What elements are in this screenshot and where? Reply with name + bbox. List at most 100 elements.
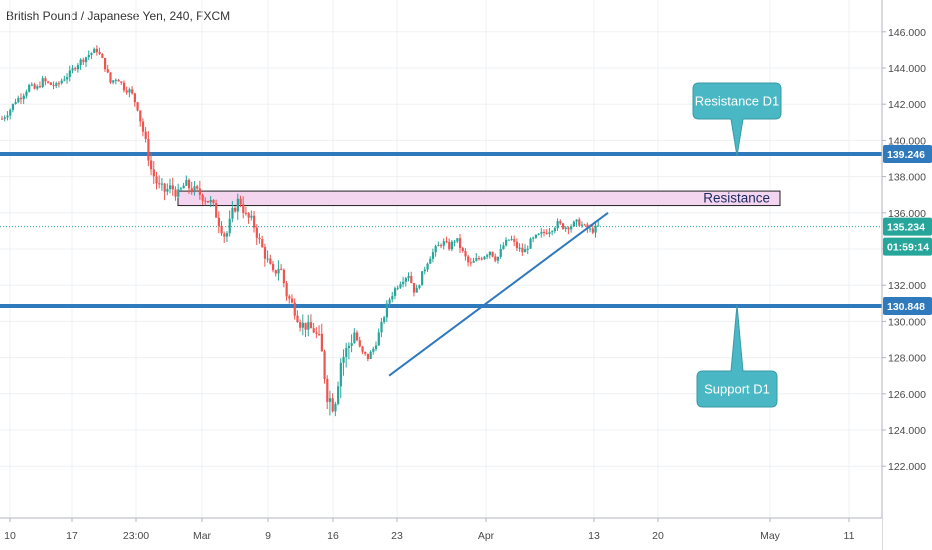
candle-body xyxy=(57,83,61,85)
candle-body xyxy=(255,227,258,238)
candle-body xyxy=(71,68,74,71)
candle-body xyxy=(426,263,429,270)
candle-body xyxy=(85,57,88,63)
candle-body xyxy=(429,258,432,264)
candle-body xyxy=(448,242,451,250)
candle-body xyxy=(564,227,567,229)
candle-body xyxy=(415,287,418,293)
candle-body xyxy=(353,332,356,344)
price-tick-label: 122.000 xyxy=(888,461,926,473)
candle-body xyxy=(82,59,85,63)
candle-body xyxy=(101,53,104,58)
time-tick-label: 17 xyxy=(66,530,78,542)
candle-body xyxy=(350,343,353,346)
candle-body xyxy=(524,249,527,253)
candle-body xyxy=(44,78,47,82)
candle-body xyxy=(507,239,510,241)
callout-support-d1[interactable]: Support D1 xyxy=(696,305,778,408)
candle-body xyxy=(586,224,589,229)
candle-body xyxy=(76,65,80,70)
price-axis: 146.000 144.000 142.000 140.000 138.000 136.0… xyxy=(881,0,932,550)
candle-body xyxy=(293,302,296,316)
candle-body xyxy=(228,218,231,234)
time-tick-label: 23:00 xyxy=(123,530,149,542)
candle-body xyxy=(467,256,470,263)
candle-body xyxy=(282,269,286,284)
callout-resistance-d1[interactable]: Resistance D1 xyxy=(692,82,782,157)
candle-body xyxy=(122,82,126,91)
candle-body xyxy=(364,351,367,354)
countdown-tag-bg xyxy=(883,237,932,256)
candle-body xyxy=(250,215,253,218)
candle-body xyxy=(171,185,174,190)
candle-body xyxy=(393,288,397,296)
countdown-tag-label: 01:59:14 xyxy=(887,242,929,254)
candle-body xyxy=(209,200,212,203)
candle-body xyxy=(269,258,272,264)
candle-body xyxy=(421,271,424,286)
price-tick-label: 142.000 xyxy=(888,99,926,111)
candle-body xyxy=(442,241,445,246)
candle-body xyxy=(33,84,36,89)
candle-body xyxy=(112,80,115,83)
candle-body xyxy=(301,322,305,328)
candle-body xyxy=(594,225,597,233)
candle-body xyxy=(11,103,15,110)
candle-body xyxy=(388,299,391,304)
time-tick-label: Apr xyxy=(478,530,495,542)
candle-body xyxy=(19,98,23,100)
candle-body xyxy=(461,248,464,251)
candle-body xyxy=(288,296,291,299)
candle-body xyxy=(285,283,288,297)
candle-body xyxy=(537,233,540,235)
price-tick-label: 124.000 xyxy=(888,425,926,437)
resistance-zone-label: Resistance xyxy=(703,191,770,206)
candle-body xyxy=(49,82,52,85)
candle-body xyxy=(486,255,489,257)
candle-body xyxy=(125,90,128,93)
candle-body xyxy=(277,268,280,274)
candle-body xyxy=(263,247,267,259)
candle-body xyxy=(551,231,554,233)
candle-body xyxy=(347,345,351,348)
candle-body xyxy=(337,386,340,404)
candle-body xyxy=(139,110,142,122)
candle-body xyxy=(55,83,58,86)
candle-body xyxy=(385,303,389,318)
candle-body xyxy=(580,224,584,226)
price-tick-label: 138.000 xyxy=(888,172,926,184)
candle-body xyxy=(477,258,481,260)
candle-body xyxy=(559,221,562,224)
candle-body xyxy=(502,245,505,250)
candle-body xyxy=(206,201,210,203)
candle-body xyxy=(117,79,120,82)
candle-body xyxy=(190,188,193,193)
candle-body xyxy=(253,215,256,228)
candle-body xyxy=(296,315,299,323)
time-axis-bg xyxy=(0,518,882,550)
candle-body xyxy=(391,295,394,300)
candle-body xyxy=(496,256,500,261)
candle-body xyxy=(380,322,383,333)
candle-body xyxy=(66,77,69,80)
candle-body xyxy=(201,194,204,201)
candle-body xyxy=(177,189,180,197)
candle-body xyxy=(38,86,42,88)
candle-body xyxy=(404,278,407,282)
candle-body xyxy=(440,245,443,247)
time-tick-label: 10 xyxy=(4,530,16,542)
candle-body xyxy=(491,251,494,257)
candle-body xyxy=(510,239,513,241)
level-tag-support-label: 130.848 xyxy=(887,301,925,313)
candle-body xyxy=(499,249,502,257)
candle-body xyxy=(169,185,172,190)
candle-body xyxy=(399,284,402,288)
chart-title: British Pound / Japanese Yen, 240, FXCM xyxy=(6,9,231,23)
time-tick-label: 20 xyxy=(652,530,664,542)
candle-body xyxy=(323,351,326,379)
candle-body xyxy=(434,246,437,253)
candle-body xyxy=(374,345,378,349)
candle-body xyxy=(377,332,380,346)
candle-body xyxy=(591,228,594,233)
